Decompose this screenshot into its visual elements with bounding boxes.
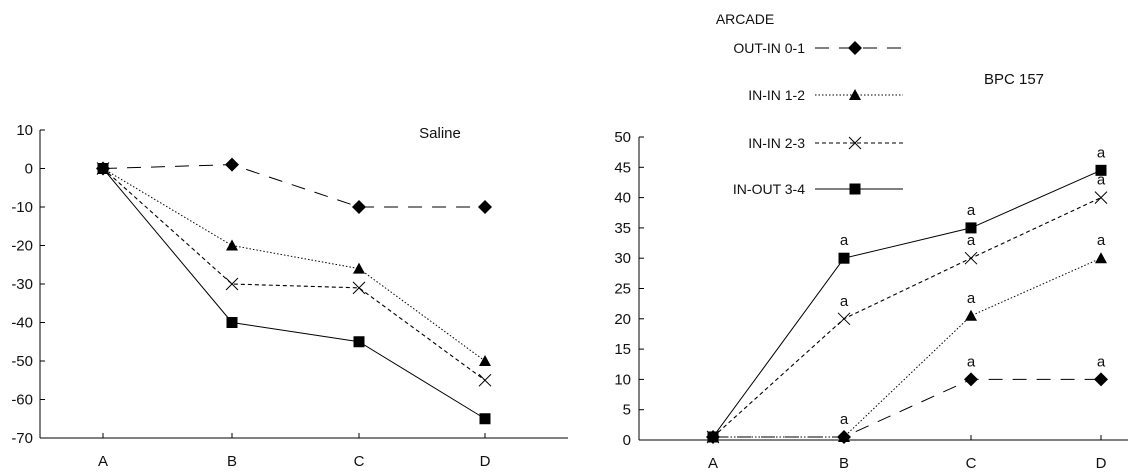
significance-label: a [1097,172,1106,189]
data-point-marker [707,431,719,443]
y-tick-label: 10 [614,371,631,388]
data-point-marker [226,239,238,251]
series-line [102,168,486,420]
y-tick-label: 10 [16,122,33,139]
legend-marker [848,41,862,55]
data-point-marker [353,336,365,348]
data-point-marker [352,281,366,295]
y-tick-label: -70 [11,430,33,447]
data-point-marker [478,373,492,387]
y-tick-label: 30 [614,250,631,267]
legend-entry: IN-OUT 3-4 [733,181,903,197]
data-point-marker [1094,372,1108,387]
data-point-marker [97,163,109,174]
data-point-marker [837,312,851,326]
x-tick-label: A [708,455,718,472]
series-1: aaa [707,232,1107,442]
data-point-marker [964,372,978,387]
legend-entry: OUT-IN 0-1 [733,40,903,56]
data-point-marker [1094,191,1108,204]
data-point-marker [479,413,491,425]
significance-label: a [967,232,976,249]
series-line [712,169,1102,438]
significance-label: a [967,202,976,219]
x-tick-label: C [966,455,977,472]
data-point-marker [965,309,977,321]
legend-marker [848,136,862,150]
y-tick-label: -60 [11,392,33,409]
data-point-marker [1095,164,1107,176]
legend-label: IN-OUT 3-4 [733,181,805,197]
series-1 [97,162,491,366]
significance-label: a [1097,353,1106,370]
data-point-marker [478,200,492,214]
data-point-marker [964,251,978,265]
y-tick-label: 25 [614,281,631,298]
legend-marker [849,89,861,100]
y-tick-label: 0 [25,161,33,178]
y-tick-label: 45 [614,159,631,176]
chart-title: Saline [419,125,461,142]
data-point-marker [226,317,238,328]
legend-label: IN-IN 2-3 [748,135,805,151]
series-2 [96,162,492,387]
data-point-marker [838,252,850,264]
series-line [102,168,486,362]
data-point-marker [225,157,239,172]
y-tick-label: -50 [11,353,33,370]
significance-label: a [840,411,849,428]
x-tick-label: D [1096,455,1107,472]
data-point-marker [225,277,239,291]
data-point-marker [352,200,366,214]
significance-label: a [967,290,976,307]
series-line [102,164,485,208]
data-point-marker [965,222,977,234]
data-point-marker [838,430,850,442]
series-2: aaa [706,172,1108,444]
legend-title: ARCADE [716,11,774,27]
significance-label: a [840,232,849,249]
significance-label: a [967,353,976,370]
y-tick-label: 35 [614,220,631,237]
data-point-marker [353,262,365,274]
chart-title: BPC 157 [984,71,1044,88]
y-tick-label: -20 [11,238,33,255]
series-0 [96,157,492,214]
series-line [713,257,1102,438]
series-3: aaa [707,144,1107,443]
legend-entry: IN-IN 2-3 [748,135,903,151]
legend: ARCADE OUT-IN 0-1 IN-IN 1-2 IN-IN 2-3 IN-OU… [716,11,903,197]
series-line [712,197,1102,438]
y-tick-label: 20 [614,311,631,328]
data-point-marker [479,355,491,366]
significance-label: a [840,293,849,310]
x-tick-label: B [227,453,237,470]
x-tick-label: B [839,455,849,472]
x-tick-label: A [98,453,108,470]
legend-marker [849,183,861,195]
y-tick-label: -40 [11,315,33,332]
legend-entry: IN-IN 1-2 [748,87,903,103]
y-tick-label: 50 [614,129,631,146]
data-point-marker [1095,252,1107,264]
y-tick-label: 5 [623,402,631,419]
y-tick-label: 0 [623,432,631,449]
legend-label: OUT-IN 0-1 [733,40,805,56]
x-tick-label: C [354,453,365,470]
series-3 [97,163,491,425]
saline-chart: 10 0 -10 -20 -30 -40 -50 -60 -70 A B C D Saline [11,122,568,470]
significance-label: a [1097,144,1106,161]
y-tick-label: -10 [11,199,33,216]
series-line [102,168,486,381]
y-tick-label: 15 [614,341,631,358]
x-tick-label: D [480,453,491,470]
y-tick-label: -30 [11,276,33,293]
y-tick-label: 40 [614,190,631,207]
series-line [713,378,1101,438]
significance-label: a [1097,232,1106,249]
legend-label: IN-IN 1-2 [748,87,805,103]
